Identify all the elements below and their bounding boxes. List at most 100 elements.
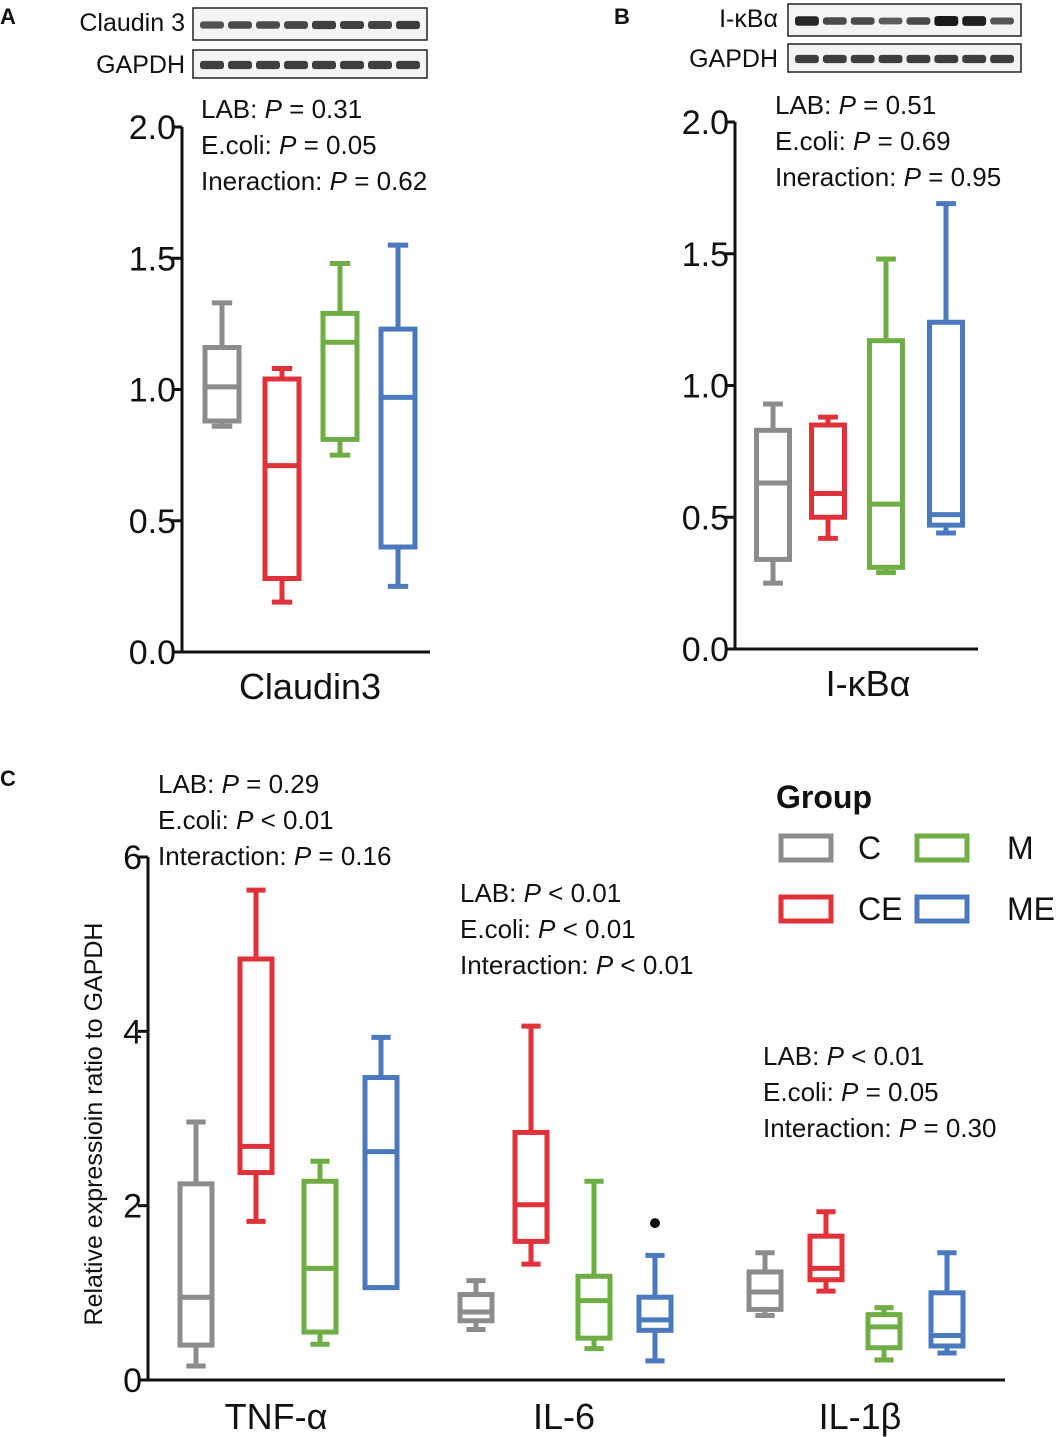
panel-a-y-tick-label: 2.0	[129, 109, 176, 147]
panel-c-y-tick-label: 0	[123, 1362, 142, 1400]
panel-a-blot-label-bottom: GAPDH	[96, 51, 185, 79]
legend-entry-ME: ME	[914, 891, 1055, 927]
blot-band	[284, 21, 308, 29]
blot-band	[396, 20, 420, 30]
box-iqr	[202, 345, 242, 424]
blot-band	[962, 16, 987, 26]
blot-band	[284, 60, 308, 70]
panel-a-stat-line: Ineraction: P = 0.62	[201, 166, 427, 196]
blot-band	[990, 17, 1014, 25]
panel-b-y-tick-label: 2.0	[682, 104, 729, 142]
panel-b-box-C	[754, 401, 792, 586]
box-iqr	[575, 1273, 613, 1341]
blot-band	[906, 17, 931, 25]
blot-band	[200, 21, 224, 29]
legend-label: C	[858, 830, 881, 866]
panel-c-stat-line: LAB: P < 0.01	[763, 1041, 924, 1071]
blot-band	[368, 60, 392, 70]
legend-label: M	[1007, 830, 1034, 866]
panel-c-box-CE	[807, 1209, 845, 1294]
panel-c-box-ME	[928, 1250, 966, 1356]
panel-c-box-CE	[237, 887, 275, 1224]
panel-a-y-tick-label: 1.5	[129, 240, 176, 278]
box-iqr	[927, 319, 965, 528]
blot-band	[878, 54, 903, 64]
blot-band	[795, 54, 819, 64]
panel-a-stat-line: LAB: P = 0.31	[201, 94, 362, 124]
panel-a-box-C	[202, 300, 242, 429]
blot-band	[368, 21, 392, 29]
panel-c-stat-line: E.coli: P < 0.01	[460, 914, 636, 944]
blot-band	[962, 54, 987, 64]
panel-a-letter: A	[0, 4, 16, 29]
panel-c-box-CE	[512, 1023, 550, 1267]
panel-c-category-label: IL-6	[533, 1396, 595, 1437]
legend-swatch	[778, 833, 834, 863]
box-iqr	[457, 1292, 495, 1324]
blot-band	[906, 54, 931, 64]
legend-title: Group	[776, 779, 872, 815]
legend-swatch	[778, 894, 834, 924]
panel-c: C Relative expressioin ratio to GAPDH 0 2…	[0, 766, 1005, 1437]
panel-c-y-tick-label: 6	[123, 839, 142, 877]
panel-a-xlabel: Claudin3	[239, 666, 381, 707]
legend-swatch	[914, 894, 970, 924]
panel-c-ylabel: Relative expressioin ratio to GAPDH	[80, 923, 108, 1326]
panel-c-letter: C	[0, 766, 16, 791]
blot-band	[795, 16, 819, 26]
legend: Group C M CE ME	[776, 779, 1055, 927]
panel-b-box-M	[867, 256, 905, 576]
box-iqr	[301, 1178, 339, 1335]
panel-a-box-ME	[378, 242, 418, 589]
blot-band	[256, 60, 280, 70]
panel-c-stat-line: LAB: P = 0.29	[158, 769, 319, 799]
panel-a-y-tick-label: 0.5	[129, 503, 176, 541]
panel-b-stat-line: E.coli: P = 0.69	[775, 126, 951, 156]
legend-entry-C: C	[778, 830, 881, 866]
panel-c-stat-line: LAB: P < 0.01	[460, 878, 621, 908]
panel-c-stat-line: E.coli: P = 0.05	[763, 1077, 939, 1107]
panel-b-y-tick-label: 0.5	[682, 499, 729, 537]
panel-a-blot-bottom	[192, 49, 428, 79]
box-iqr	[512, 1129, 550, 1244]
box-iqr	[237, 956, 275, 1176]
panel-b-blot-label-top: I-κBα	[719, 5, 778, 33]
blot-band	[312, 20, 336, 30]
panel-c-category-label: TNF-α	[225, 1396, 328, 1437]
panel-a-stat-line: E.coli: P = 0.05	[201, 130, 377, 160]
panel-c-group-0: TNF-α LAB: P = 0.29 E.coli: P < 0.01 Intera…	[158, 769, 400, 1437]
panel-b-y-tick-label: 1.5	[682, 236, 729, 274]
blot-band	[990, 54, 1014, 64]
blot-band	[934, 16, 959, 26]
panel-b-letter: B	[614, 4, 630, 29]
panel-c-y-tick-label: 2	[123, 1188, 142, 1226]
panel-a: A Claudin 3 GAPDH 0.0 0.5 1.0 1.5 2.0 Claudin3 L…	[0, 4, 430, 707]
blot-band	[340, 20, 364, 30]
blot-band	[256, 21, 280, 29]
panel-b-xlabel: I-κBα	[826, 663, 911, 704]
panel-b-blot-label-bottom: GAPDH	[689, 45, 778, 73]
outlier-point	[650, 1218, 660, 1229]
panel-b-y-tick-label: 0.0	[682, 631, 729, 669]
blot-band	[228, 60, 252, 70]
panel-a-box-M	[320, 261, 360, 458]
box-iqr	[320, 310, 360, 442]
panel-c-y-tick-label: 4	[123, 1013, 142, 1051]
blot-band	[822, 54, 847, 64]
legend-entry-CE: CE	[778, 891, 902, 927]
box-iqr	[867, 338, 905, 570]
blot-band	[312, 60, 336, 70]
panel-b-box-CE	[809, 414, 847, 541]
panel-c-group-1: IL-6 LAB: P < 0.01 E.coli: P < 0.01 Interac…	[457, 878, 693, 1437]
box-iqr	[928, 1290, 966, 1349]
panel-a-blot-label-top: Claudin 3	[79, 9, 185, 37]
panel-c-stat-line: Interaction: P = 0.16	[158, 841, 391, 871]
blot-band	[200, 60, 224, 70]
blot-band	[878, 17, 903, 25]
panel-a-y-tick-label: 1.0	[129, 372, 176, 410]
panel-c-box-C	[746, 1250, 784, 1318]
panel-c-box-C	[457, 1278, 495, 1332]
panel-b-stat-line: LAB: P = 0.51	[775, 90, 936, 120]
panel-b-y-tick-label: 1.0	[682, 368, 729, 406]
